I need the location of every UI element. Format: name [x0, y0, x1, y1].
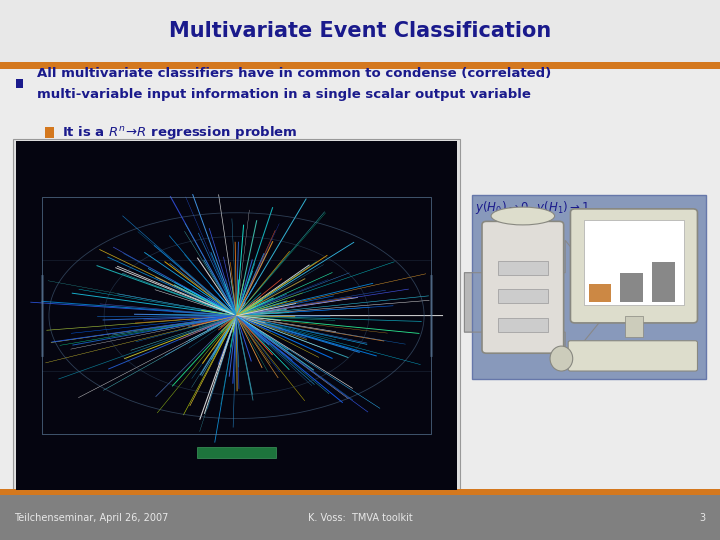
Polygon shape	[464, 240, 616, 364]
Polygon shape	[464, 240, 616, 364]
FancyBboxPatch shape	[570, 209, 698, 323]
Polygon shape	[464, 240, 616, 364]
Text: multi-variable input information in a single scalar output variable: multi-variable input information in a si…	[37, 88, 531, 101]
Polygon shape	[464, 240, 616, 364]
Bar	[498, 289, 548, 303]
Polygon shape	[464, 240, 616, 364]
Bar	[472, 195, 706, 379]
Bar	[0, 0, 720, 62]
Bar	[621, 273, 643, 301]
Bar	[0, 489, 720, 495]
Polygon shape	[464, 240, 616, 364]
Polygon shape	[464, 240, 616, 364]
Polygon shape	[464, 240, 616, 364]
Polygon shape	[464, 240, 616, 364]
Ellipse shape	[491, 207, 554, 225]
Polygon shape	[464, 240, 616, 364]
Text: K. Voss:  TMVA toolkit: K. Voss: TMVA toolkit	[307, 512, 413, 523]
Text: All multivariate classifiers have in common to condense (correlated): All multivariate classifiers have in com…	[37, 68, 552, 80]
Polygon shape	[464, 240, 616, 364]
Polygon shape	[464, 240, 616, 364]
Text: $y(H_0) \rightarrow 0,\; y(H_1) \rightarrow 1$: $y(H_0) \rightarrow 0,\; y(H_1) \rightar…	[475, 199, 590, 217]
Bar	[16, 79, 23, 88]
Polygon shape	[464, 240, 616, 364]
Polygon shape	[464, 240, 616, 364]
Bar	[13, 139, 460, 492]
Polygon shape	[464, 240, 616, 364]
Bar	[0, 62, 720, 69]
Bar	[625, 316, 643, 337]
Polygon shape	[464, 240, 616, 364]
Polygon shape	[464, 240, 616, 364]
FancyBboxPatch shape	[482, 221, 564, 353]
Bar	[652, 262, 675, 301]
Bar	[45, 127, 54, 138]
Polygon shape	[464, 240, 616, 364]
Bar	[197, 447, 276, 458]
Bar	[498, 318, 548, 332]
Bar	[0, 495, 720, 540]
Polygon shape	[464, 240, 616, 364]
Polygon shape	[464, 240, 616, 364]
Polygon shape	[464, 240, 616, 364]
Polygon shape	[464, 240, 616, 364]
Bar	[589, 284, 611, 301]
Polygon shape	[464, 240, 616, 364]
Polygon shape	[464, 240, 616, 364]
Text: 3: 3	[699, 512, 706, 523]
Polygon shape	[464, 240, 616, 364]
FancyBboxPatch shape	[568, 341, 698, 371]
Text: Multivariate Event Classification: Multivariate Event Classification	[169, 21, 551, 41]
Bar	[498, 261, 548, 275]
Bar	[16, 141, 457, 490]
Polygon shape	[464, 240, 616, 364]
Polygon shape	[464, 240, 616, 364]
Bar	[584, 220, 684, 305]
Ellipse shape	[550, 346, 572, 371]
Polygon shape	[464, 240, 616, 364]
Polygon shape	[464, 240, 616, 364]
Polygon shape	[464, 240, 616, 364]
Text: It is a $\mathit{R}^{n}$$\!\rightarrow\!$$\mathit{R}$ regression problem: It is a $\mathit{R}^{n}$$\!\rightarrow\!…	[62, 124, 297, 141]
Text: Teilchenseminar, April 26, 2007: Teilchenseminar, April 26, 2007	[14, 512, 168, 523]
Polygon shape	[464, 240, 616, 364]
